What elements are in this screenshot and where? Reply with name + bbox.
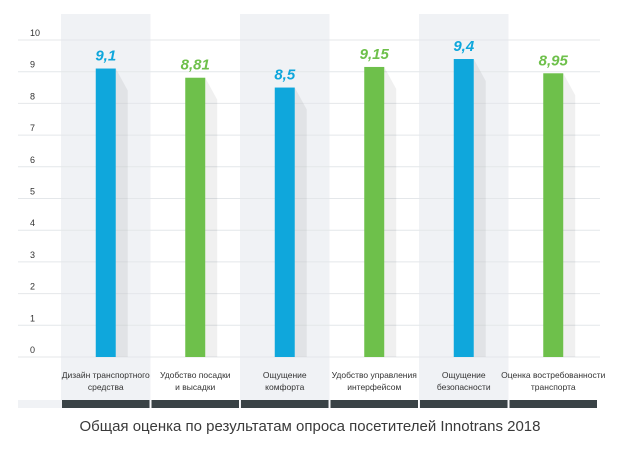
bar — [364, 66, 385, 357]
bar-value-label: 9,15 — [360, 46, 390, 63]
y-tick-label: 9 — [30, 60, 35, 70]
bar — [543, 73, 564, 357]
footer-bar — [151, 400, 239, 408]
bar-shadow — [115, 68, 128, 357]
bar-value-label: 8,95 — [539, 52, 569, 69]
category-label: комфорта — [265, 382, 304, 392]
chart-caption: Общая оценка по результатам опроса посет… — [79, 418, 541, 435]
footer-bar — [420, 400, 508, 408]
category-label: средства — [88, 382, 124, 392]
category-label: Удобство посадки — [160, 370, 231, 380]
footer-bar — [509, 400, 597, 408]
y-tick-label: 4 — [30, 218, 35, 228]
category-label: Дизайн транспортного — [62, 370, 150, 380]
bar-shadow — [563, 73, 576, 357]
y-tick-label: 7 — [30, 123, 35, 133]
y-tick-label: 8 — [30, 91, 35, 101]
bar — [95, 68, 116, 357]
bar-value-label: 8,81 — [181, 57, 210, 74]
bar-shadow — [294, 87, 307, 358]
category-label: Ощущение — [442, 370, 486, 380]
footer-bar — [330, 400, 418, 408]
category-label: Удобство управления — [332, 370, 418, 380]
bar — [274, 87, 295, 358]
y-tick-label: 2 — [30, 282, 35, 292]
category-label: транспорта — [531, 382, 576, 392]
bar — [185, 77, 206, 358]
bar-shadow — [473, 59, 486, 358]
bar-value-label: 9,1 — [95, 48, 116, 65]
bar — [453, 59, 474, 358]
category-label: интерфейсом — [347, 382, 401, 392]
footer-bar — [62, 400, 150, 408]
y-tick-label: 6 — [30, 155, 35, 165]
category-label: безопасности — [437, 382, 491, 392]
axis-band — [18, 400, 61, 408]
bar-shadow — [384, 66, 397, 357]
footer-bar — [241, 400, 329, 408]
y-tick-label: 1 — [30, 313, 35, 323]
y-tick-label: 3 — [30, 250, 35, 260]
bar-value-label: 8,5 — [274, 67, 296, 84]
bar-value-label: 9,4 — [453, 38, 475, 55]
category-label: Оценка востребованности — [501, 370, 605, 380]
category-label: Ощущение — [263, 370, 307, 380]
y-tick-label: 10 — [30, 28, 40, 38]
y-tick-label: 5 — [30, 187, 35, 197]
category-label: и высадки — [175, 382, 215, 392]
y-tick-label: 0 — [30, 345, 35, 355]
bar-shadow — [205, 77, 218, 358]
